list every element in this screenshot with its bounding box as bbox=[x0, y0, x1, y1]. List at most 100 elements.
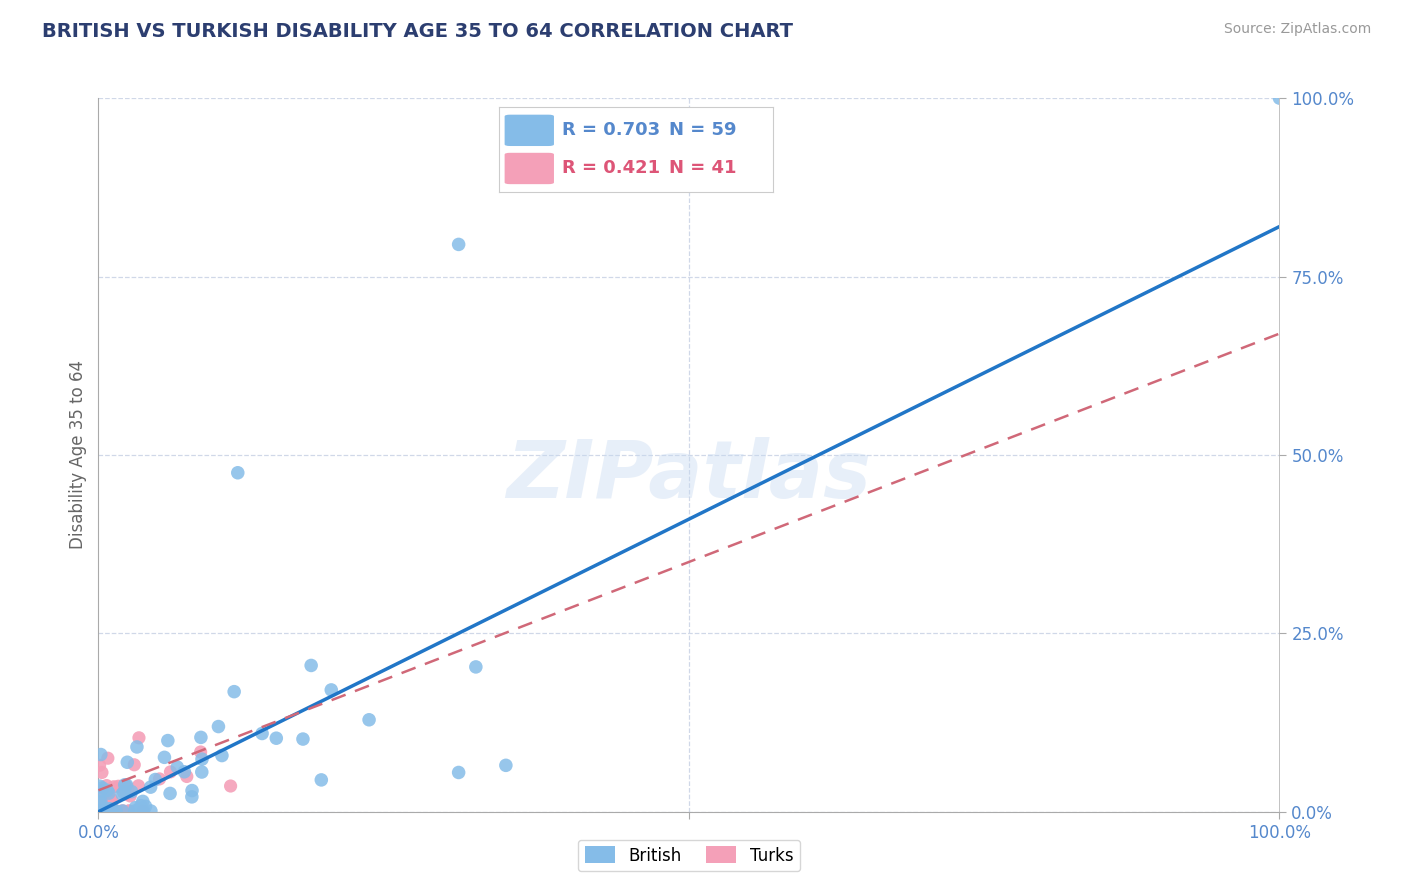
Point bbox=[107, 779, 129, 793]
Point bbox=[89, 800, 111, 814]
Point bbox=[311, 772, 333, 787]
Point bbox=[266, 731, 288, 746]
Point bbox=[128, 731, 150, 745]
Point bbox=[122, 757, 145, 772]
Point bbox=[91, 783, 114, 797]
Point bbox=[191, 752, 214, 766]
Point bbox=[250, 726, 273, 740]
Point bbox=[89, 758, 111, 772]
Point bbox=[224, 684, 246, 698]
Point bbox=[97, 804, 120, 818]
Point bbox=[127, 804, 149, 818]
Text: R = 0.421: R = 0.421 bbox=[562, 159, 661, 177]
Point bbox=[166, 760, 188, 774]
Point bbox=[114, 780, 136, 794]
Point bbox=[89, 804, 111, 818]
Point bbox=[93, 804, 115, 818]
Point bbox=[181, 783, 204, 797]
Point bbox=[124, 800, 146, 814]
Point bbox=[89, 801, 111, 815]
Point bbox=[101, 794, 124, 808]
Point bbox=[112, 804, 135, 818]
Point bbox=[226, 466, 249, 480]
Point bbox=[125, 739, 148, 754]
Point bbox=[96, 779, 118, 793]
Point bbox=[89, 804, 111, 818]
Point bbox=[207, 720, 229, 734]
Point bbox=[103, 804, 125, 818]
Point bbox=[132, 804, 155, 818]
Point bbox=[124, 804, 146, 818]
Point bbox=[447, 765, 470, 780]
Point bbox=[89, 783, 111, 797]
Point bbox=[97, 786, 120, 800]
Point bbox=[91, 765, 114, 780]
Point bbox=[111, 804, 134, 818]
Text: BRITISH VS TURKISH DISABILITY AGE 35 TO 64 CORRELATION CHART: BRITISH VS TURKISH DISABILITY AGE 35 TO … bbox=[42, 22, 793, 41]
Point bbox=[97, 751, 120, 765]
Legend: British, Turks: British, Turks bbox=[578, 839, 800, 871]
Point bbox=[98, 799, 121, 814]
Point bbox=[143, 772, 166, 787]
Point bbox=[101, 803, 124, 817]
Point bbox=[114, 778, 136, 792]
Point bbox=[100, 791, 122, 805]
Point bbox=[156, 733, 179, 747]
Point bbox=[495, 758, 517, 772]
Point bbox=[90, 747, 112, 762]
Point bbox=[173, 764, 195, 779]
Text: N = 41: N = 41 bbox=[669, 159, 737, 177]
Point bbox=[96, 783, 118, 797]
FancyBboxPatch shape bbox=[505, 153, 554, 184]
Text: R = 0.703: R = 0.703 bbox=[562, 121, 661, 139]
Point bbox=[121, 784, 143, 798]
Point bbox=[134, 799, 156, 814]
Point bbox=[1268, 91, 1291, 105]
Point bbox=[131, 804, 153, 818]
Point bbox=[89, 795, 111, 809]
FancyBboxPatch shape bbox=[505, 115, 554, 146]
Point bbox=[118, 804, 141, 818]
Point bbox=[321, 682, 343, 697]
Point bbox=[115, 780, 138, 794]
Point bbox=[127, 779, 149, 793]
Point bbox=[190, 745, 212, 759]
Point bbox=[98, 797, 121, 811]
Point bbox=[118, 804, 141, 818]
Point bbox=[91, 780, 114, 795]
Point bbox=[100, 804, 122, 818]
Point bbox=[219, 779, 242, 793]
Point bbox=[132, 804, 155, 818]
Point bbox=[100, 802, 122, 816]
Point bbox=[93, 804, 115, 818]
Point bbox=[447, 237, 470, 252]
Point bbox=[90, 804, 112, 818]
Point bbox=[153, 750, 176, 764]
Point bbox=[299, 658, 322, 673]
Point bbox=[464, 660, 486, 674]
Text: N = 59: N = 59 bbox=[669, 121, 737, 139]
Point bbox=[103, 780, 125, 794]
Point bbox=[105, 804, 128, 818]
Point bbox=[120, 789, 142, 803]
Point bbox=[93, 804, 115, 818]
Point bbox=[110, 804, 132, 818]
Point bbox=[100, 799, 122, 814]
Text: ZIPatlas: ZIPatlas bbox=[506, 437, 872, 516]
Point bbox=[112, 785, 135, 799]
Point bbox=[115, 787, 138, 801]
Point bbox=[211, 748, 233, 763]
Point bbox=[139, 804, 162, 818]
Point bbox=[91, 795, 114, 809]
Point bbox=[159, 786, 181, 800]
Y-axis label: Disability Age 35 to 64: Disability Age 35 to 64 bbox=[69, 360, 87, 549]
Point bbox=[117, 782, 139, 797]
Point bbox=[357, 713, 380, 727]
Point bbox=[96, 804, 118, 818]
Point bbox=[97, 802, 120, 816]
Point bbox=[190, 731, 212, 745]
Point bbox=[90, 795, 112, 809]
Point bbox=[148, 772, 170, 786]
Point bbox=[159, 764, 181, 779]
Point bbox=[180, 789, 202, 804]
